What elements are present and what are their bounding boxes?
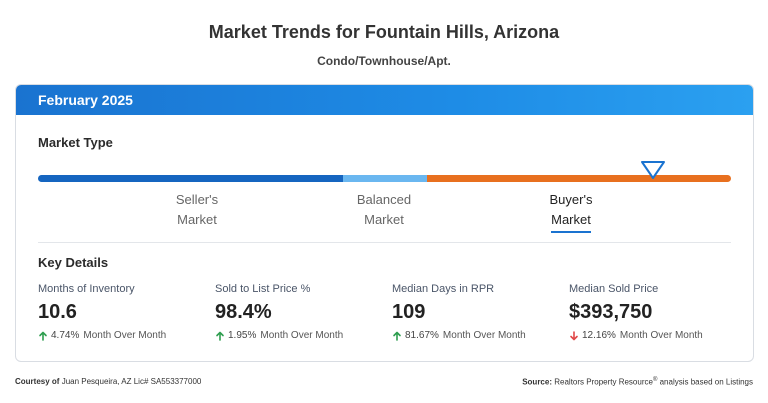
stat-change-label: Month Over Month: [83, 330, 167, 341]
arrow-up-icon: [216, 331, 224, 341]
market-indicator-icon: [641, 161, 665, 179]
market-label-line: Balanced: [356, 192, 412, 207]
seller-segment: [38, 175, 343, 182]
arrow-down-icon: [570, 330, 578, 340]
market-type-label: Market Type: [38, 135, 113, 150]
market-label-line: Market: [364, 212, 404, 227]
stat-change: 81.67% Month Over Month: [392, 330, 562, 341]
stat-change-percent: 12.16%: [582, 330, 616, 341]
stat-value: $393,750: [569, 301, 653, 323]
stat-median-sold-price: Median Sold Price $393,750 12.16% Month …: [569, 283, 739, 341]
stat-change-percent: 81.67%: [405, 330, 439, 341]
page-subtitle: Condo/Townhouse/Apt.: [317, 54, 451, 68]
divider: [38, 242, 731, 243]
stat-change: 1.95% Month Over Month: [215, 330, 385, 341]
market-label-line: Market: [177, 212, 217, 227]
stat-change-label: Month Over Month: [442, 330, 526, 341]
stat-median-days: Median Days in RPR 109 81.67% Month Over…: [392, 283, 562, 341]
stat-label: Sold to List Price %: [215, 283, 311, 295]
stat-sold-to-list: Sold to List Price % 98.4% 1.95% Month O…: [215, 283, 385, 341]
buyer-segment: [427, 175, 731, 182]
period-header: February 2025: [16, 85, 753, 115]
arrow-up-icon: [393, 331, 401, 341]
market-type-bar: [38, 175, 731, 182]
market-label-buyer: Buyer's Market: [521, 190, 621, 233]
source-text: Realtors Property Resource: [554, 377, 653, 387]
market-label-line: Seller's: [175, 192, 219, 207]
courtesy-text: Juan Pesqueira, AZ Lic# SA553377000: [61, 377, 202, 386]
stat-change-label: Month Over Month: [619, 330, 703, 341]
stat-value: 10.6: [38, 301, 77, 323]
courtesy-footer: Courtesy of Juan Pesqueira, AZ Lic# SA55…: [15, 377, 201, 386]
stat-change-label: Month Over Month: [260, 330, 344, 341]
stat-label: Median Days in RPR: [392, 283, 495, 295]
stat-value: 109: [392, 301, 426, 323]
key-details-label: Key Details: [38, 255, 109, 270]
stat-label: Months of Inventory: [38, 283, 135, 295]
arrow-up-icon: [39, 331, 47, 341]
stat-months-of-inventory: Months of Inventory 10.6 4.74% Month Ove…: [38, 283, 208, 341]
courtesy-label: Courtesy of: [15, 377, 60, 386]
source-footer: Source: Realtors Property Resource® anal…: [522, 377, 753, 387]
stat-change: 4.74% Month Over Month: [38, 330, 208, 341]
page-title: Market Trends for Fountain Hills, Arizon…: [208, 22, 560, 42]
balanced-segment: [343, 175, 427, 182]
market-label-line: Buyer's: [549, 192, 593, 207]
stat-value: 98.4%: [215, 301, 272, 323]
market-trends-card: February 2025 Market Type Seller's Marke…: [15, 84, 754, 362]
market-label-balanced: Balanced Market: [334, 190, 434, 230]
market-label-seller: Seller's Market: [147, 190, 247, 230]
stat-label: Median Sold Price: [569, 283, 659, 295]
stat-change: 12.16% Month Over Month: [569, 330, 739, 341]
registered-mark: ®: [652, 377, 658, 383]
source-text-rest: analysis based on Listings: [657, 377, 753, 387]
market-label-line: Market: [551, 210, 591, 233]
source-label: Source:: [522, 377, 552, 387]
stat-change-percent: 1.95%: [228, 330, 257, 341]
stat-change-percent: 4.74%: [51, 330, 80, 341]
